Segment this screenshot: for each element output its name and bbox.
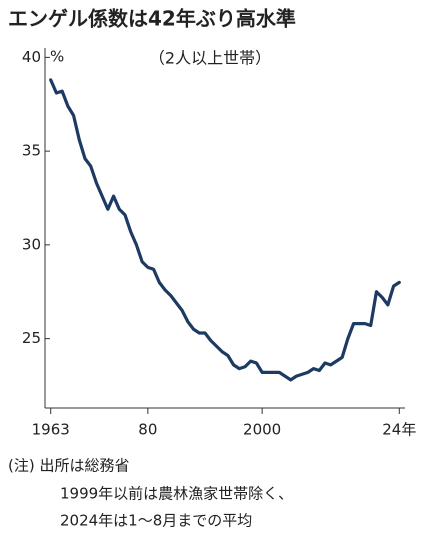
- note: (注) 出所は総務省: [8, 457, 129, 475]
- y-tick-label: 25: [22, 329, 41, 347]
- chart-title: エンゲル係数は42年ぶり高水準: [8, 7, 296, 31]
- x-tick-label: 1963: [32, 421, 70, 439]
- x-tick-label: 24年: [382, 421, 416, 439]
- note: 2024年は1～8月までの平均: [60, 512, 252, 530]
- x-tick-label: 2000: [243, 421, 281, 439]
- y-tick-label: 40: [22, 48, 41, 66]
- data-line: [49, 78, 401, 382]
- note: 1999年以前は農林漁家世帯除く、: [60, 485, 293, 503]
- y-unit: %: [50, 48, 64, 66]
- chart-subtitle: （2人以上世帯）: [149, 49, 271, 68]
- y-tick-label: 35: [22, 142, 41, 160]
- y-tick-label: 30: [22, 235, 41, 253]
- x-tick-label: 80: [138, 421, 157, 439]
